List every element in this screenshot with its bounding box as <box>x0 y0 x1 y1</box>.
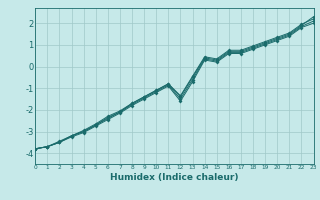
X-axis label: Humidex (Indice chaleur): Humidex (Indice chaleur) <box>110 173 239 182</box>
